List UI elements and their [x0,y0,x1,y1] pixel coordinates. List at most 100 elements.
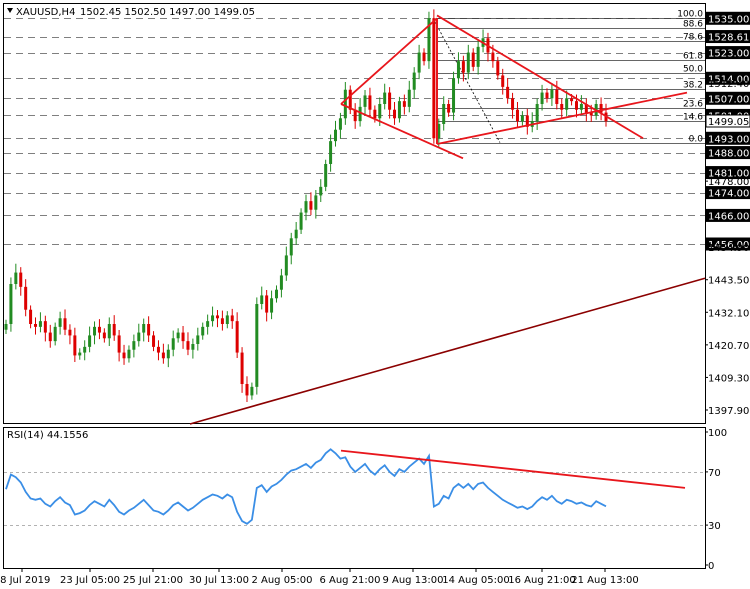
candle-body-74 [368,95,372,110]
candle-body-5 [29,309,33,324]
candle-body-94 [466,52,470,73]
candle-body-100 [496,61,500,76]
rsi-label-0: 0 [708,561,714,572]
candle-body-38 [191,344,195,350]
trend-line-2 [340,103,464,160]
candle-body-51 [255,304,259,387]
fib-label-5: 38.2 [683,81,703,91]
collapse-triangle-icon[interactable] [7,8,13,13]
price-tag-10 [705,166,750,180]
candle-body-117 [579,104,583,110]
candle-body-114 [565,98,569,110]
candle-body-69 [343,89,347,119]
candle-body-25 [127,349,131,359]
candle-body-36 [181,332,185,342]
fib-label-4: 50.0 [683,65,703,75]
candle-body-21 [107,324,111,339]
candle-body-87 [432,18,436,139]
candle-body-42 [211,315,215,322]
candle-body-3 [19,272,23,287]
fib-label-3: 61.8 [683,52,703,62]
trend-line-1 [340,17,438,105]
candle-body-54 [270,298,274,313]
trend-line-4 [436,91,688,145]
trend-line-0 [189,277,706,425]
candle-body-30 [152,335,156,347]
candle-body-16 [83,346,87,353]
candle-body-47 [235,321,239,353]
rsi-label-2: 70 [708,468,721,479]
price-tag-8 [705,131,750,145]
candle-body-31 [156,346,160,353]
price-label-14: 1456.00 [708,240,749,251]
trend-line-3 [436,14,644,140]
fib-label-2: 78.6 [683,33,703,43]
price-grid [4,18,705,245]
price-panel-frame [3,3,706,424]
rsi-label-3: 100 [708,428,727,439]
fib-diagonal [432,18,501,143]
price-label-12: 1474.00 [708,189,749,200]
candle-body-83 [412,72,416,90]
price-label-13: 1466.00 [708,211,749,222]
candle-body-89 [442,104,446,124]
candle-body-63 [314,195,318,210]
price-label-2: 1523.00 [708,49,749,60]
rsi-series [4,448,705,526]
fib-label-0: 100.0 [677,10,703,20]
price-label-0: 1535.00 [708,14,749,25]
candle-body-58 [289,238,293,256]
time-label-2: 25 Jul 21:00 [123,575,183,586]
candle-body-67 [334,129,338,142]
price-tag-14 [705,237,750,251]
candle-body-33 [166,349,170,359]
symbol-label: XAUUSD,H4 [16,7,75,18]
candle-body-0 [4,324,8,330]
candle-body-27 [137,332,141,342]
candle-body-35 [176,332,180,339]
fib-label-7: 14.6 [683,113,703,123]
candle-body-14 [73,335,77,356]
candle-body-90 [447,104,451,113]
rsi-line [5,448,607,525]
price-label-5: 1507.00 [708,94,749,105]
candle-body-70 [348,89,352,110]
fibonacci-retracement: 100.088.6 78.6 61.8 50.0 38.2 23.6 14.6 0.0 [432,10,705,145]
price-label-1: 1528.61 [708,33,749,44]
candle-body-61 [304,201,308,213]
candle-body-84 [417,52,421,73]
rsi-trendline [340,449,686,489]
candle-body-29 [147,324,151,336]
candle-body-105 [520,115,524,122]
candle-body-99 [491,52,495,62]
price-label-11: 1478.00 [708,177,749,188]
candle-body-19 [97,326,101,333]
candle-body-32 [161,352,165,359]
price-tag-13 [705,208,750,222]
candle-body-109 [540,92,544,104]
candle-body-24 [122,352,126,359]
rsi-panel-frame [3,427,706,569]
fib-label-1: 88.6 [683,20,703,30]
price-label-10: 1481.00 [708,169,749,180]
candle-body-115 [570,98,574,102]
candle-body-71 [353,109,357,122]
candle-body-101 [501,75,505,87]
trend-lines [189,14,706,425]
candle-body-119 [589,112,593,116]
price-label-17: 1432.10 [708,308,749,319]
candle-body-45 [225,315,229,324]
price-label-19: 1409.30 [708,373,749,384]
candle-body-26 [132,341,136,350]
candle-body-77 [383,92,387,104]
candle-body-12 [63,318,67,330]
time-label-7: 14 Aug 05:00 [442,575,509,586]
candle-body-8 [43,321,47,333]
candle-body-78 [388,92,392,110]
ohlc-values: 1502.45 1502.50 1497.00 1499.05 [80,7,255,18]
candle-body-46 [230,315,234,322]
candle-body-103 [511,98,515,110]
candle-body-9 [48,332,52,342]
candle-body-88 [437,124,441,139]
candle-body-22 [112,324,116,336]
